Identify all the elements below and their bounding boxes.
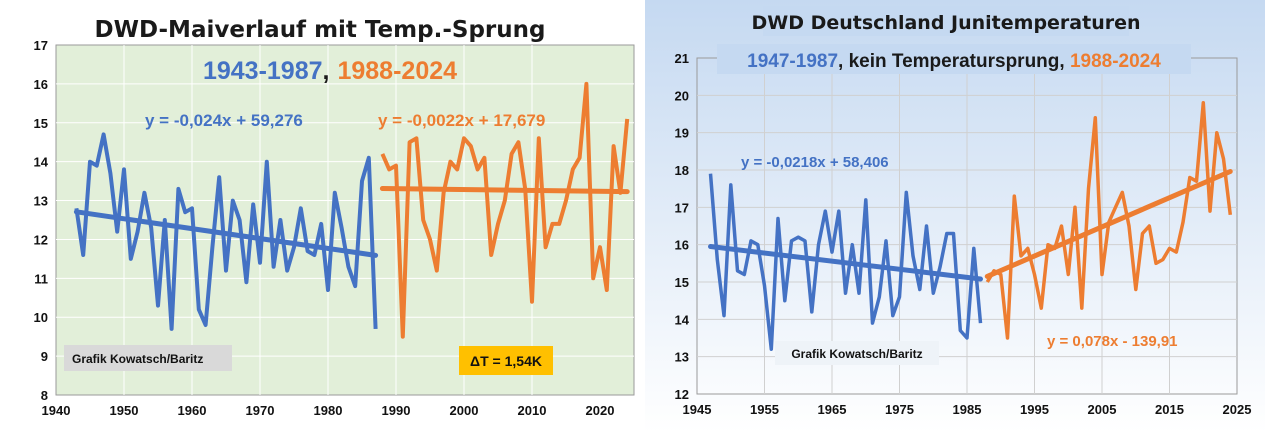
y-tick-label: 16 [675,238,689,253]
x-tick-label: 1965 [818,402,847,417]
equation-blue: y = -0,024x + 59,276 [145,111,303,130]
series-line-blue [74,132,378,331]
delta-box [459,346,553,375]
chart-subtitle: 1943-1987, 1988-2024 [203,57,457,85]
chart-title: DWD-Maiverlauf mit Temp.-Sprung [95,17,546,43]
x-tick-label: 2010 [518,403,547,418]
y-tick-label: 15 [34,116,48,131]
y-tick-label: 17 [675,200,689,215]
credit-box [775,341,939,365]
trendline-blue [708,244,983,282]
y-tick-label: 15 [675,275,689,290]
credit-label: Grafik Kowatsch/Baritz [791,347,922,361]
y-tick-label: 18 [675,163,689,178]
chart-may: 8 9 10 11 12 13 14 15 16 17 1940 1950 1960 1970 1980 1… [34,17,635,418]
y-tick-label: 14 [34,155,49,170]
y-tick-label: 21 [675,51,689,66]
y-tick-label: 8 [41,388,48,403]
subtitle-box [717,44,1191,74]
y-tick-label: 9 [41,349,48,364]
chart-title: DWD Deutschland Junitemperaturen [751,12,1140,34]
delta-label: ΔT = 1,54K [470,353,542,369]
y-tick-label: 20 [675,88,689,103]
x-tick-label: 1980 [314,403,343,418]
y-tick-label: 17 [34,38,48,53]
series-line-orange [380,81,630,339]
subtitle-period2: 1988-2024 [337,57,457,85]
series-line-blue [708,173,983,351]
y-tick-label: 12 [34,232,48,247]
subtitle-period1: 1947-1987 [747,51,838,72]
y-tick-label: 13 [675,350,689,365]
equation-orange: y = -0,0022x + 17,679 [378,111,545,130]
equation-orange: y = 0,078x - 139,91 [1047,333,1178,350]
subtitle-middle: , kein Temperatursprung, [838,51,1070,72]
y-tick-label: 10 [34,310,48,325]
x-tick-label: 1985 [953,402,982,417]
credit-label: Grafik Kowatsch/Baritz [72,352,203,366]
subtitle-period1: 1943-1987 [203,57,323,85]
chart-june: 12 13 14 15 16 17 18 19 20 21 1945 1955 1965 1975 198… [645,0,1265,433]
x-tick-label: 2005 [1088,402,1117,417]
y-tick-label: 13 [34,194,48,209]
x-tick-label: 1960 [178,403,207,418]
x-tick-label: 1950 [110,403,139,418]
credit-box [64,345,232,371]
y-tick-label: 12 [675,387,689,402]
title-box [763,6,1129,36]
x-tick-label: 2000 [450,403,479,418]
chart-subtitle: 1947-1987, kein Temperatursprung, 1988-2… [747,51,1161,72]
x-tick-label: 2015 [1155,402,1184,417]
x-tick-label: 2025 [1223,402,1252,417]
x-tick-label: 1970 [246,403,275,418]
y-tick-label: 16 [34,77,48,92]
x-tick-label: 2020 [586,403,615,418]
y-tick-label: 19 [675,126,689,141]
x-tick-label: 1975 [885,402,914,417]
y-tick-label: 14 [675,312,690,327]
subtitle-period2: 1988-2024 [1070,51,1161,72]
x-tick-label: 1955 [750,402,779,417]
x-tick-label: 1945 [683,402,712,417]
x-tick-label: 1990 [382,403,411,418]
subtitle-sep: , [323,57,330,85]
series-line-orange [985,101,1233,340]
x-tick-label: 1940 [42,403,71,418]
plot-background [55,44,635,396]
equation-blue: y = -0,0218x + 58,406 [741,154,889,171]
x-tick-label: 1995 [1020,402,1049,417]
y-tick-label: 11 [34,271,48,286]
